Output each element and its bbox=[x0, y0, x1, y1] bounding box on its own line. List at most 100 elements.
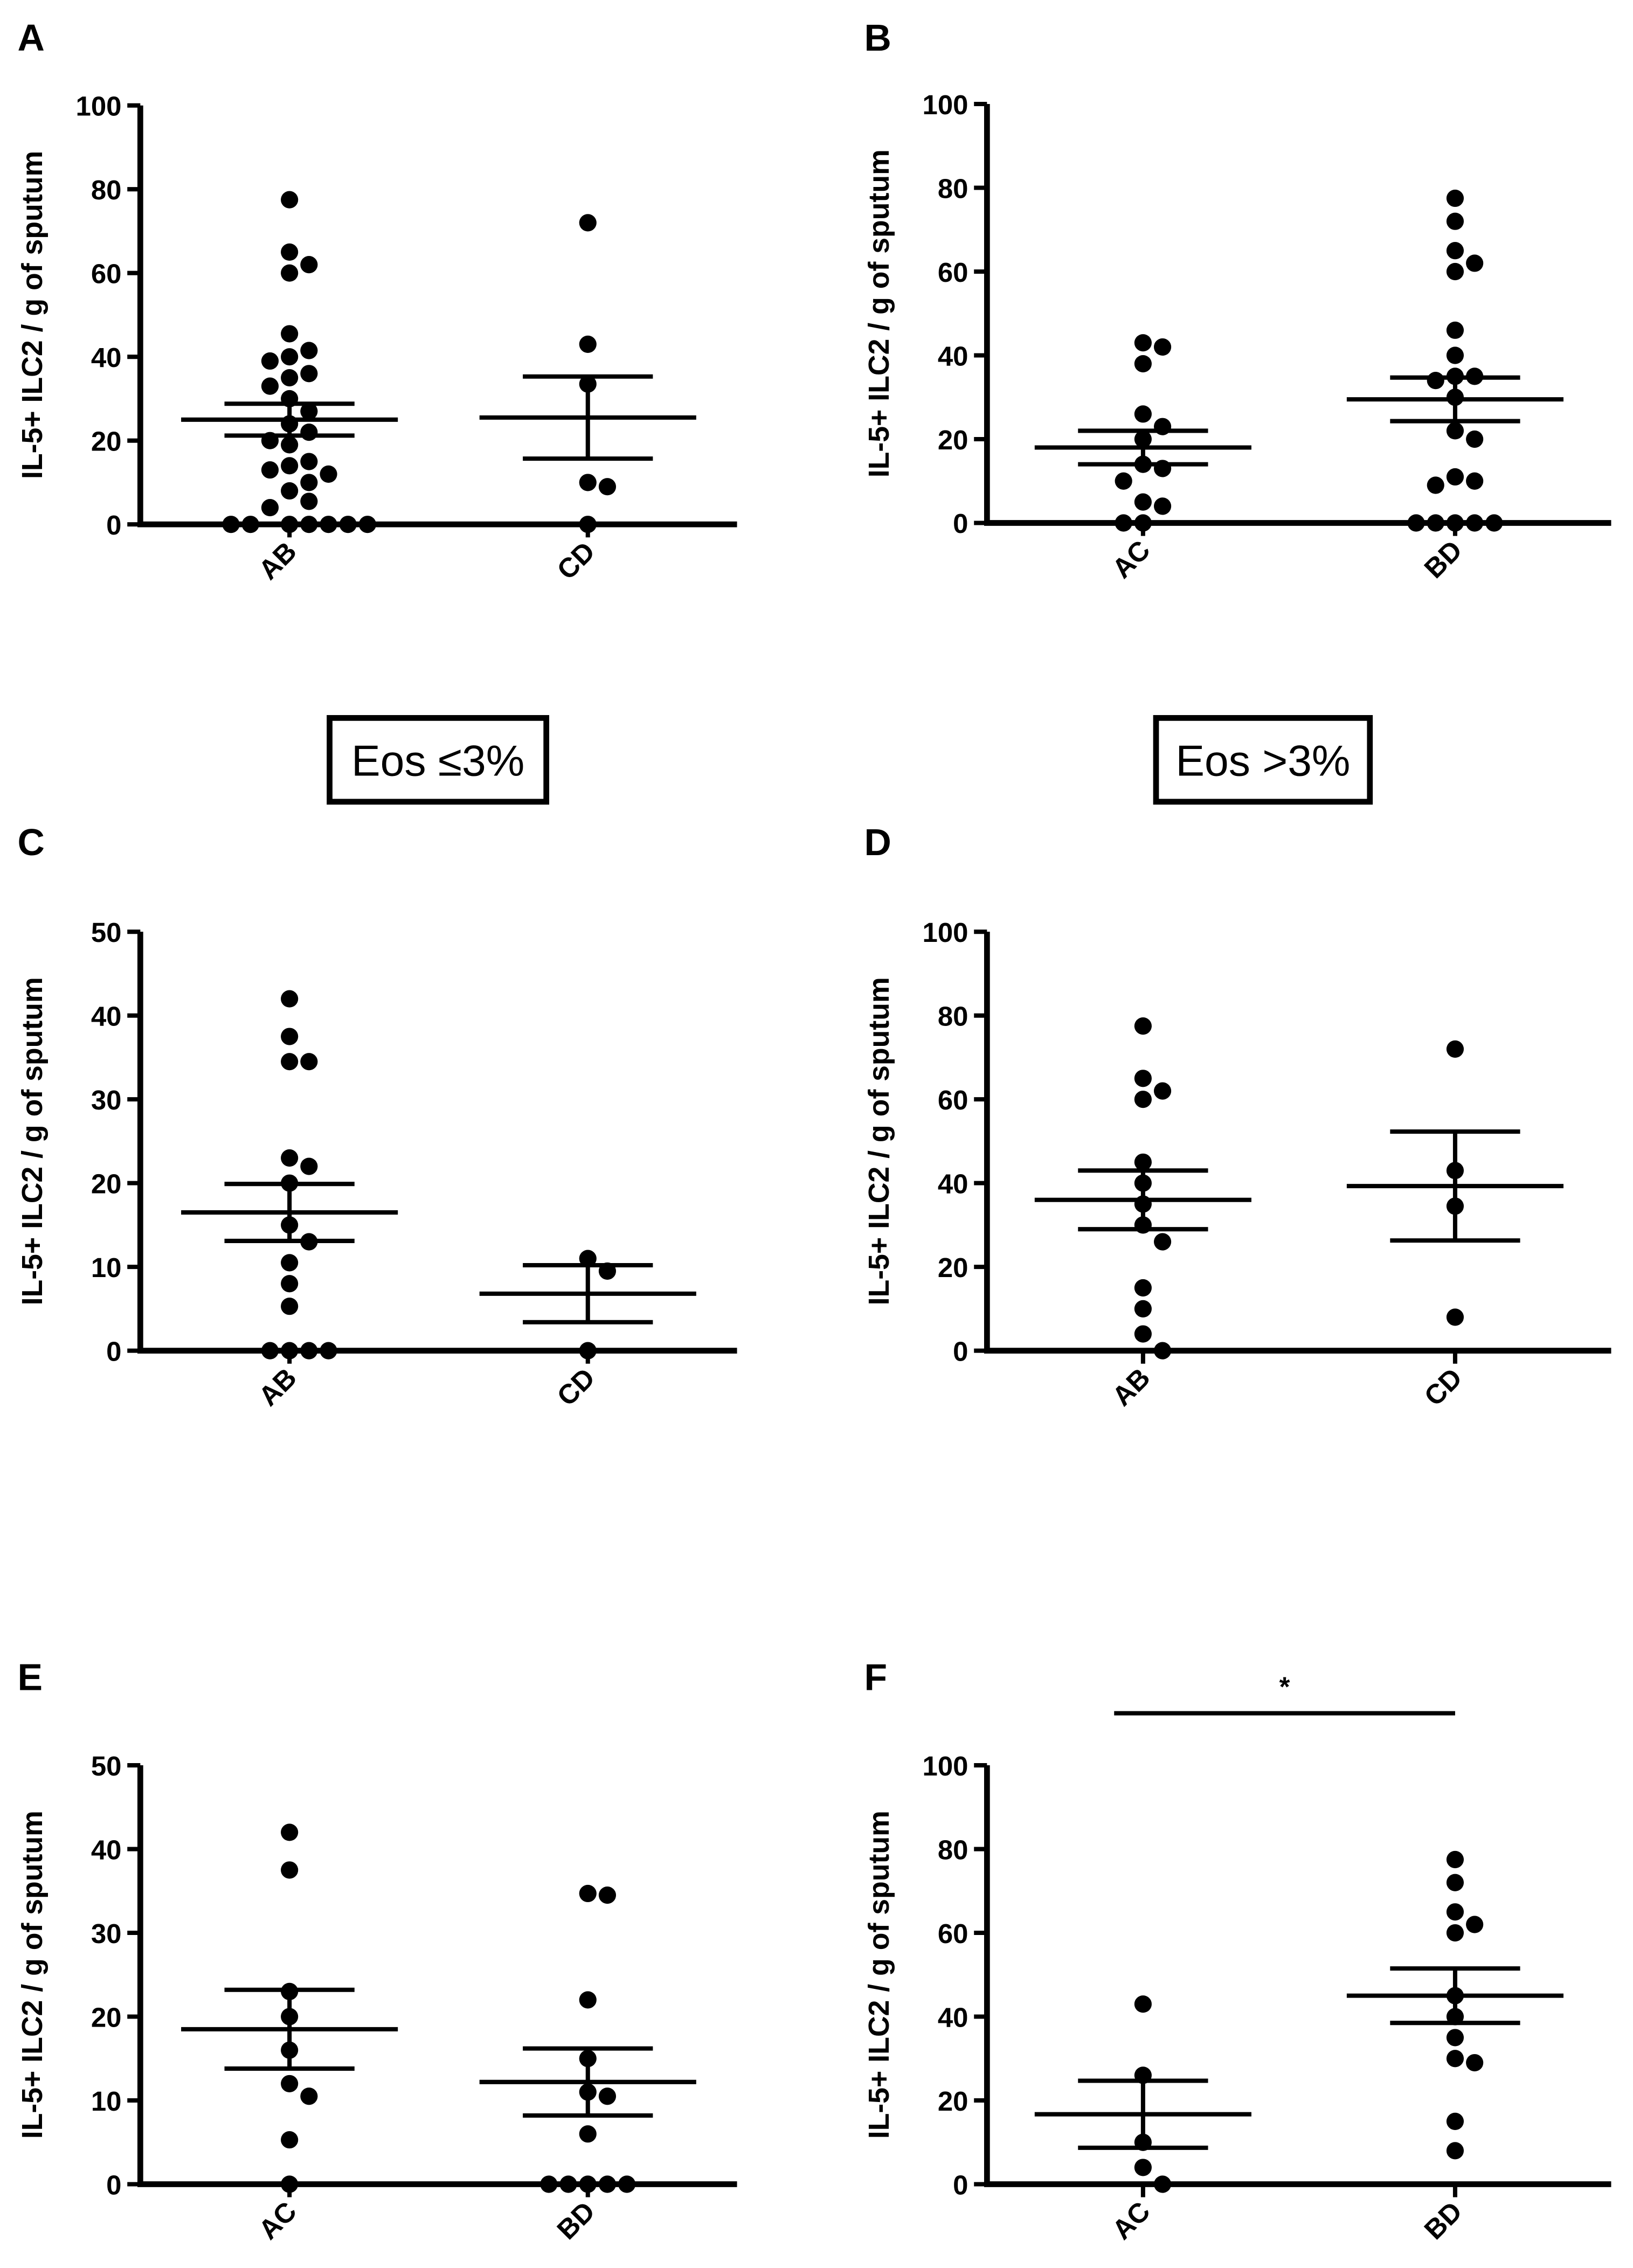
data-point bbox=[618, 2175, 636, 2193]
data-point bbox=[1466, 472, 1484, 490]
data-point bbox=[281, 243, 299, 261]
data-point bbox=[300, 474, 318, 491]
data-point bbox=[540, 2175, 558, 2193]
data-point bbox=[339, 516, 357, 533]
data-point bbox=[598, 478, 617, 496]
data-point bbox=[1134, 334, 1152, 352]
data-point bbox=[281, 2131, 299, 2149]
data-point bbox=[281, 264, 299, 282]
y-tick-label: 10 bbox=[91, 1252, 122, 1283]
y-tick-label: 80 bbox=[938, 173, 968, 204]
data-point bbox=[1134, 1070, 1152, 1087]
data-point bbox=[579, 2125, 597, 2143]
data-point bbox=[1466, 430, 1484, 448]
data-point bbox=[1485, 514, 1503, 532]
data-point bbox=[300, 516, 318, 533]
data-point bbox=[1446, 321, 1464, 339]
panel-letter: C bbox=[17, 821, 44, 863]
data-point bbox=[1446, 468, 1464, 486]
data-point bbox=[281, 1254, 299, 1272]
y-tick-label: 30 bbox=[91, 1085, 122, 1115]
group-box bbox=[1153, 715, 1373, 805]
y-tick-label: 100 bbox=[76, 91, 122, 121]
data-point bbox=[579, 1884, 597, 1903]
data-point bbox=[281, 1275, 299, 1293]
panel-letter: E bbox=[17, 1656, 42, 1698]
data-point bbox=[1446, 2050, 1464, 2068]
y-axis-label: IL-5+ ILC2 / g of sputum bbox=[16, 151, 49, 479]
data-point bbox=[1446, 2029, 1464, 2047]
data-point bbox=[1446, 346, 1464, 364]
data-point bbox=[1446, 189, 1464, 207]
y-tick-label: 80 bbox=[91, 175, 122, 205]
data-point bbox=[1134, 1017, 1152, 1035]
y-tick-label: 20 bbox=[938, 1252, 968, 1283]
y-axis-label: IL-5+ ILC2 / g of sputum bbox=[863, 1811, 895, 2139]
data-point bbox=[1466, 1916, 1484, 1933]
y-tick-label: 40 bbox=[938, 341, 968, 371]
data-point bbox=[261, 1342, 279, 1360]
data-point bbox=[1153, 1082, 1172, 1100]
data-point bbox=[579, 2175, 597, 2193]
data-point bbox=[281, 1342, 299, 1360]
data-point bbox=[1153, 338, 1172, 356]
data-point bbox=[300, 1053, 318, 1071]
data-point bbox=[281, 457, 299, 475]
data-point bbox=[1446, 422, 1464, 440]
data-point bbox=[559, 2175, 577, 2193]
y-tick-label: 20 bbox=[938, 2086, 968, 2117]
data-point bbox=[281, 1149, 299, 1167]
data-point bbox=[300, 493, 318, 510]
data-point bbox=[598, 1886, 617, 1904]
x-tick-label: CD bbox=[551, 1362, 600, 1412]
data-point bbox=[1446, 1040, 1464, 1058]
data-point bbox=[1427, 476, 1444, 494]
data-point bbox=[281, 990, 299, 1008]
data-point bbox=[261, 377, 279, 395]
data-point bbox=[1446, 2142, 1464, 2160]
x-tick-label: CD bbox=[1418, 1362, 1468, 1412]
y-tick-label: 20 bbox=[91, 426, 122, 456]
y-tick-label: 40 bbox=[91, 1834, 122, 1865]
y-tick-label: 0 bbox=[106, 1336, 121, 1367]
data-point bbox=[281, 325, 299, 343]
x-tick-label: BD bbox=[1418, 535, 1468, 584]
data-point bbox=[281, 1861, 299, 1879]
data-point bbox=[1134, 1153, 1152, 1171]
y-tick-label: 60 bbox=[91, 258, 122, 289]
data-point bbox=[300, 342, 318, 359]
data-point bbox=[1427, 372, 1444, 390]
data-point bbox=[241, 516, 259, 533]
panel-letter: F bbox=[864, 1656, 887, 1698]
data-point bbox=[300, 424, 318, 441]
data-point bbox=[300, 403, 318, 420]
data-point bbox=[1134, 1091, 1152, 1108]
x-tick-label: AB bbox=[253, 536, 302, 585]
data-point bbox=[1466, 2054, 1484, 2072]
data-point bbox=[1134, 2159, 1152, 2176]
x-tick-label: BD bbox=[1418, 2196, 1468, 2245]
y-tick-label: 20 bbox=[91, 1168, 122, 1199]
data-point bbox=[1446, 212, 1464, 230]
data-point bbox=[1153, 1342, 1172, 1360]
x-tick-label: CD bbox=[551, 536, 600, 585]
x-tick-label: AC bbox=[1106, 535, 1155, 584]
data-point bbox=[1446, 1874, 1464, 1891]
y-tick-label: 10 bbox=[91, 2086, 122, 2117]
data-point bbox=[579, 474, 597, 491]
data-point bbox=[1115, 514, 1132, 532]
y-tick-label: 40 bbox=[91, 342, 122, 373]
data-point bbox=[1134, 1325, 1152, 1343]
data-point bbox=[300, 365, 318, 383]
x-tick-label: BD bbox=[551, 2196, 600, 2245]
data-point bbox=[579, 1342, 597, 1360]
data-point bbox=[1446, 514, 1464, 532]
data-point bbox=[579, 335, 597, 353]
data-point bbox=[1134, 1279, 1152, 1297]
data-point bbox=[261, 352, 279, 370]
data-point bbox=[598, 2087, 617, 2105]
data-point bbox=[281, 2175, 299, 2193]
y-tick-label: 40 bbox=[91, 1001, 122, 1031]
data-point bbox=[1134, 1300, 1152, 1317]
data-point bbox=[1153, 1233, 1172, 1251]
